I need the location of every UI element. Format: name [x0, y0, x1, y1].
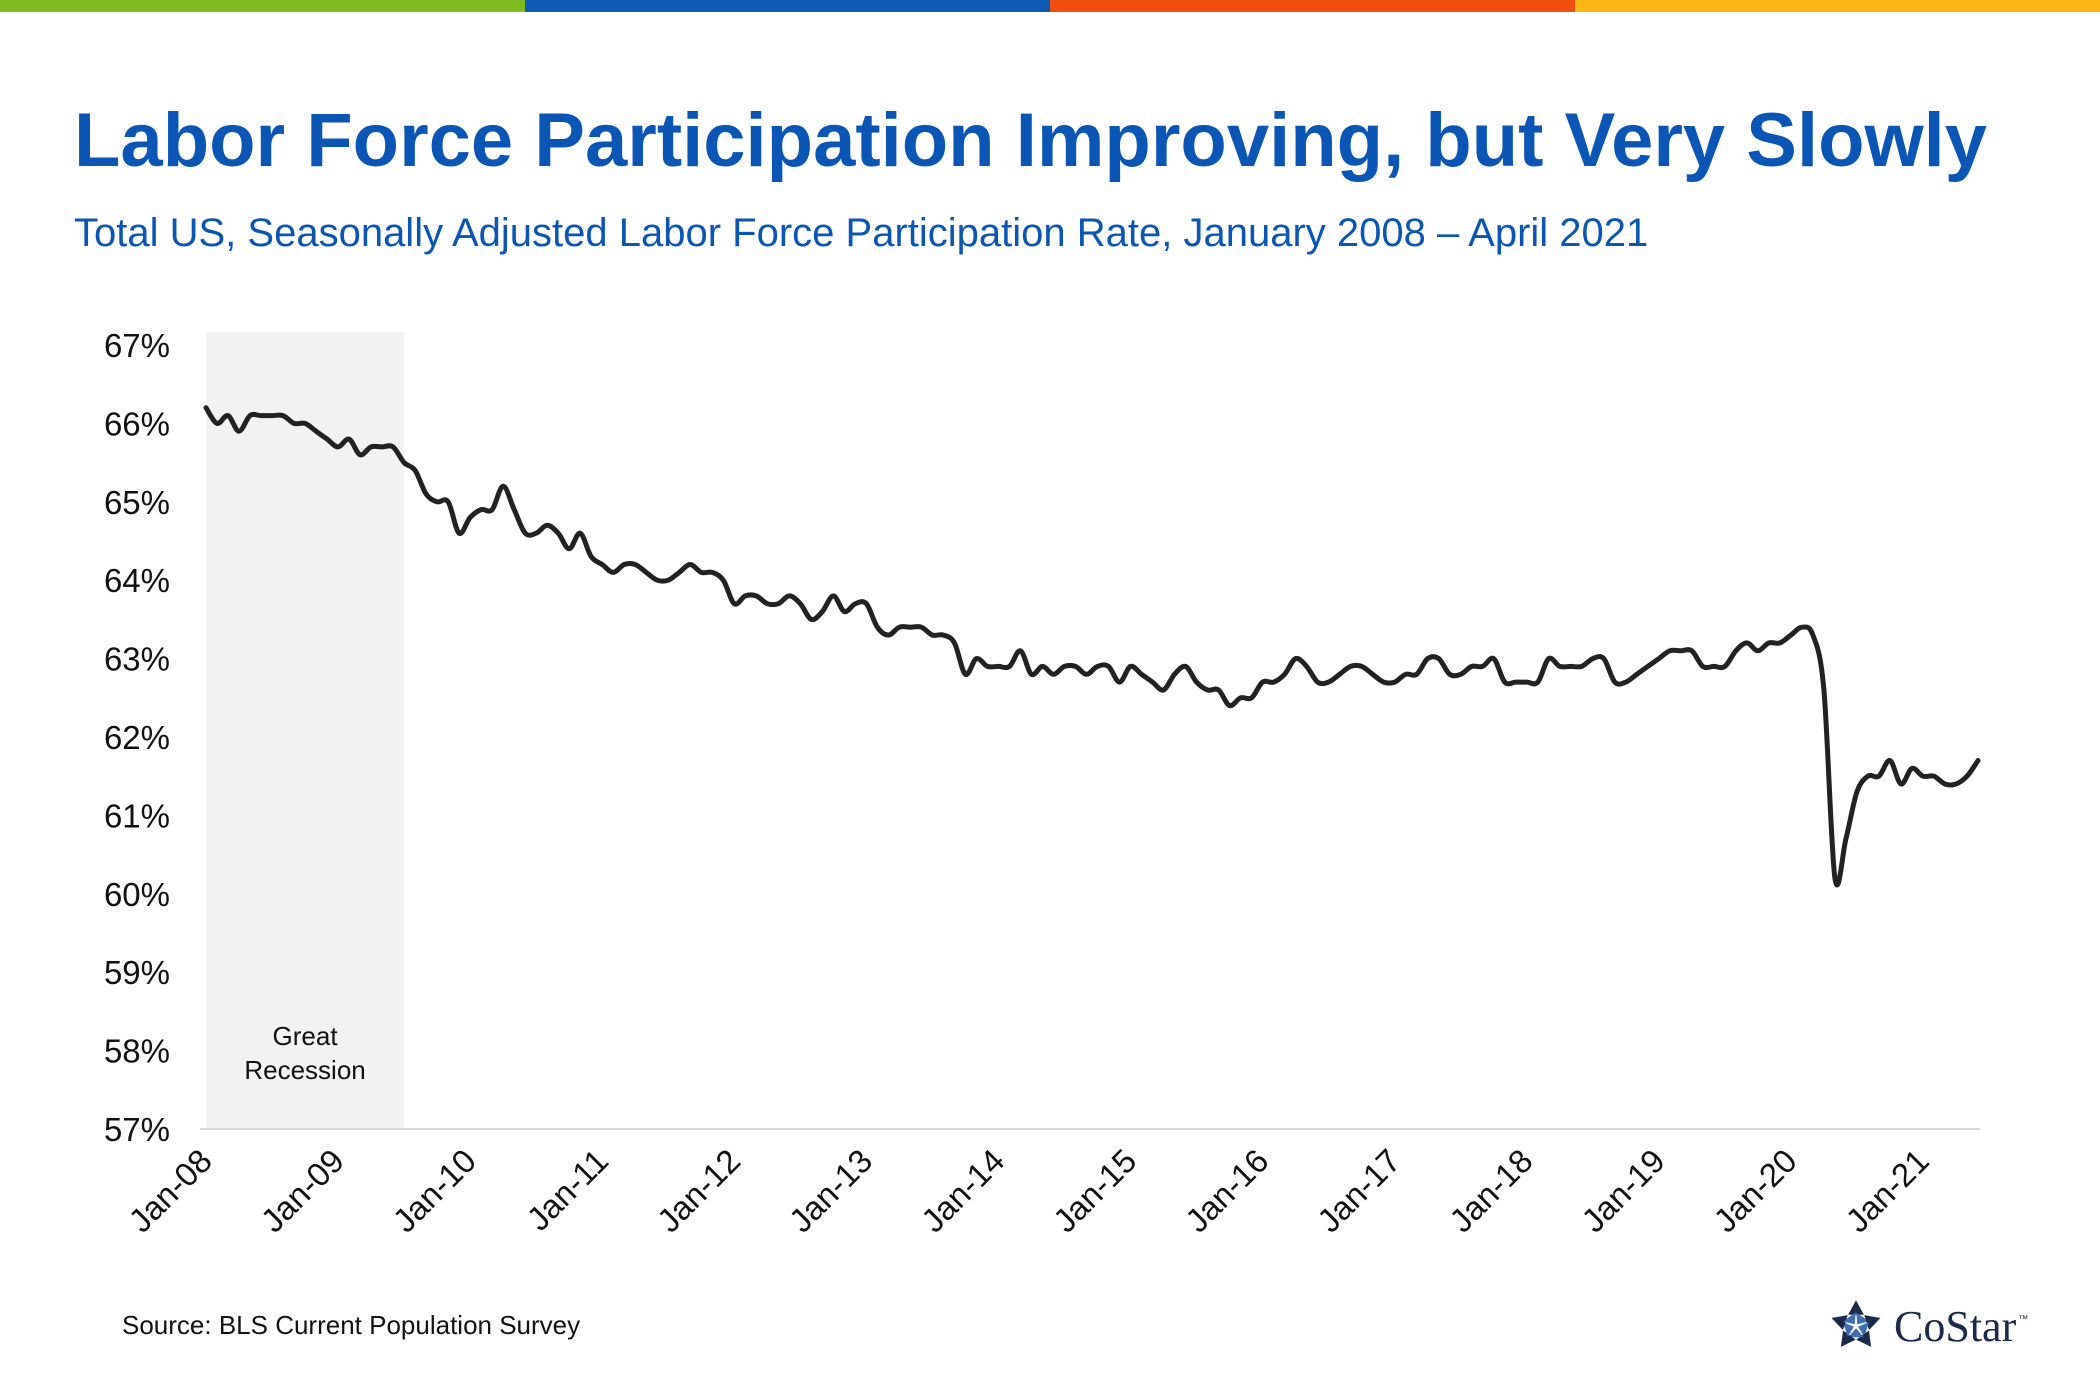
y-tick-label: 67%: [104, 327, 170, 364]
y-tick-label: 59%: [104, 954, 170, 991]
logo-wordmark: CoStar: [1894, 1301, 2017, 1351]
x-tick-label: Jan-14: [914, 1142, 1012, 1240]
x-tick-label: Jan-13: [782, 1142, 880, 1240]
x-axis-tick-labels: Jan-08 Jan-09 Jan-10 Jan-11 Jan-12 Jan-13 Jan-…: [121, 1142, 1935, 1240]
logo-star-point: [1831, 1315, 1848, 1330]
recession-label: Recession: [244, 1055, 365, 1085]
y-tick-label: 64%: [104, 562, 170, 599]
logo-star-facet: [1842, 1322, 1854, 1337]
chart-subtitle: Total US, Seasonally Adjusted Labor Forc…: [74, 211, 1649, 255]
recession-label: Great: [273, 1021, 339, 1051]
x-tick-label: Jan-20: [1706, 1142, 1804, 1240]
logo-star-facet: [1848, 1328, 1864, 1338]
logo-star-point: [1864, 1315, 1881, 1330]
x-tick-label: Jan-19: [1574, 1142, 1672, 1240]
y-tick-label: 65%: [104, 484, 170, 521]
top-bar-yellow: [1575, 0, 2100, 12]
logo-star-point: [1856, 1330, 1872, 1347]
x-tick-label: Jan-10: [386, 1142, 484, 1240]
logo-star-facet: [1843, 1312, 1856, 1325]
logo-star-point: [1840, 1330, 1856, 1347]
y-tick-label: 57%: [104, 1111, 170, 1148]
x-tick-label: Jan-09: [254, 1142, 352, 1240]
x-tick-label: Jan-16: [1178, 1142, 1276, 1240]
logo-star-point: [1848, 1300, 1864, 1315]
series-line: [203, 405, 1981, 888]
logo-star-facet: [1858, 1322, 1870, 1337]
recession-layer: Great Recession: [206, 332, 405, 1129]
costar-star-icon: [1831, 1300, 1881, 1347]
top-color-bar: [0, 0, 2100, 12]
x-tick-label: Jan-15: [1046, 1142, 1144, 1240]
recession-shading: [206, 332, 405, 1129]
y-axis-tick-labels: 57% 58% 59% 60% 61% 62% 63% 64% 65% 66% 67%: [104, 327, 170, 1148]
source-note: Source: BLS Current Population Survey: [122, 1310, 581, 1340]
top-bar-blue: [525, 0, 1050, 12]
logo-star-facet: [1856, 1312, 1869, 1325]
x-tick-label: Jan-18: [1442, 1142, 1540, 1240]
x-tick-label: Jan-12: [650, 1142, 748, 1240]
x-tick-label: Jan-21: [1838, 1142, 1936, 1240]
y-tick-label: 60%: [104, 876, 170, 913]
y-tick-label: 66%: [104, 405, 170, 442]
x-tick-label: Jan-17: [1310, 1142, 1408, 1240]
y-tick-label: 62%: [104, 719, 170, 756]
top-bar-green: [0, 0, 525, 12]
x-tick-label: Jan-08: [121, 1142, 219, 1240]
x-tick-label: Jan-11: [519, 1142, 615, 1238]
top-bar-orange: [1050, 0, 1575, 12]
costar-logo: CoStar ™: [1828, 1298, 2028, 1354]
y-tick-label: 61%: [104, 797, 170, 834]
logo-trademark: ™: [2018, 1314, 2029, 1325]
series-layer: [203, 405, 1981, 888]
y-tick-label: 58%: [104, 1033, 170, 1070]
y-tick-label: 63%: [104, 641, 170, 678]
chart-title: Labor Force Participation Improving, but…: [74, 98, 1988, 183]
